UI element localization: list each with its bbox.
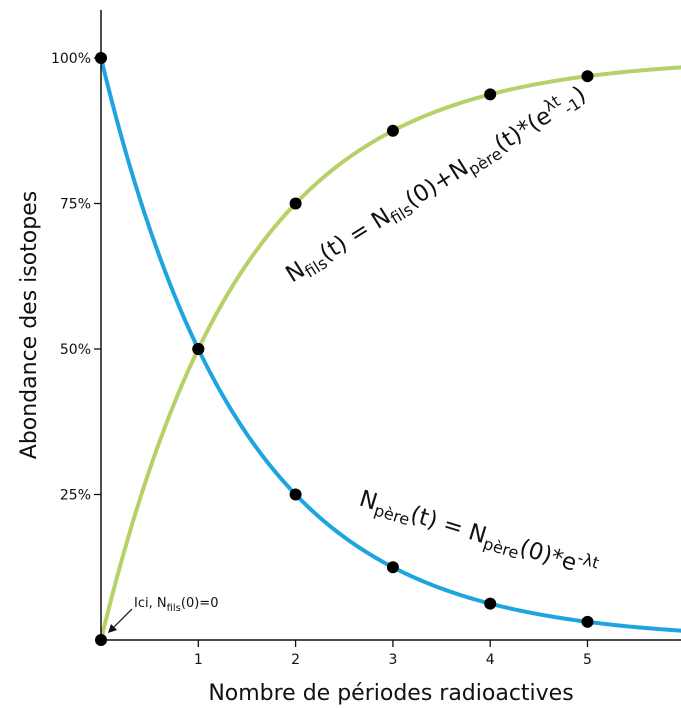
data-points — [95, 52, 594, 646]
x-tick-label-1: 1 — [194, 652, 203, 668]
parent-point-4 — [484, 597, 497, 610]
y-tick-label-25: 25% — [60, 488, 91, 504]
daughter-point-0 — [95, 634, 107, 646]
origin-arrow-shaft — [112, 608, 133, 629]
daughter-point-1 — [192, 343, 205, 355]
y-tick-label-75: 75% — [60, 197, 91, 213]
ticks: 12345625%50%75%100% — [51, 51, 681, 668]
origin-note: Ici, Nfils(0)=0 — [108, 596, 218, 633]
y-tick-label-100: 100% — [51, 51, 91, 67]
x-tick-label-5: 5 — [583, 652, 592, 668]
parent-curve — [99, 56, 681, 633]
daughter-point-5 — [581, 70, 594, 83]
daughter-point-3 — [386, 124, 399, 137]
y-tick-label-50: 50% — [60, 342, 91, 358]
parent-point-0 — [95, 52, 107, 64]
daughter-point-2 — [289, 197, 302, 210]
y-axis-title: Abondance des isotopes — [17, 191, 42, 459]
x-tick-label-4: 4 — [486, 652, 495, 668]
parent-point-5 — [581, 615, 594, 628]
parent-point-3 — [386, 561, 399, 574]
daughter-point-4 — [484, 88, 497, 101]
origin-note-text: Ici, Nfils(0)=0 — [134, 596, 218, 614]
origin-arrow-head — [108, 624, 117, 633]
x-tick-label-3: 3 — [388, 652, 397, 668]
x-axis-title: Nombre de périodes radioactives — [208, 681, 573, 706]
x-tick-label-2: 2 — [291, 652, 300, 668]
parent-point-2 — [289, 488, 302, 501]
